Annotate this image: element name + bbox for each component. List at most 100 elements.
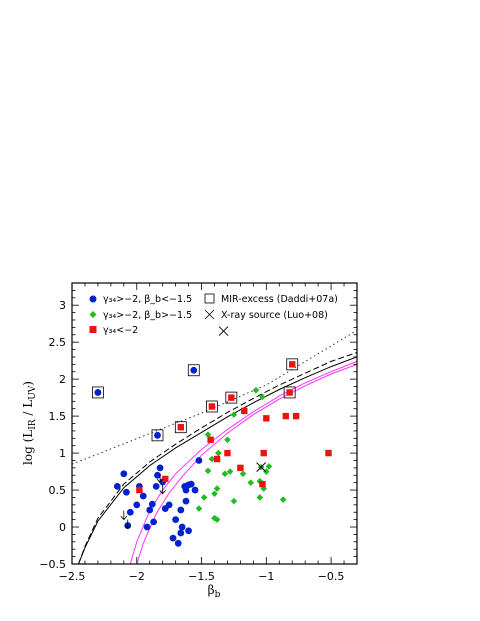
data-point-blue-circle bbox=[190, 366, 198, 374]
data-point-red-square bbox=[241, 407, 248, 415]
data-point-red-square bbox=[263, 415, 270, 422]
x-tick-label: −2 bbox=[129, 570, 145, 583]
data-point-red-square bbox=[325, 449, 332, 457]
data-point-red-square bbox=[162, 475, 169, 483]
legend-marker-red-square bbox=[89, 326, 97, 333]
data-point-red-square bbox=[207, 436, 214, 443]
legend: γ₃₄>−2, β_b<−1.5 γ₃₄>−2, β_b>−1.5 γ₃₄<−2… bbox=[89, 293, 338, 336]
y-tick-label: 2 bbox=[59, 373, 66, 386]
mir-excess-marker bbox=[92, 386, 104, 399]
mir-excess-marker bbox=[206, 400, 218, 413]
data-point-green-diamond bbox=[215, 449, 222, 457]
data-point-red-square bbox=[208, 403, 216, 410]
mir-excess-marker bbox=[286, 358, 299, 371]
data-point-red-square bbox=[177, 423, 185, 431]
xray-source-marker bbox=[256, 462, 266, 472]
mir-excess-marker bbox=[151, 429, 164, 442]
model-curve-solid bbox=[129, 360, 357, 564]
x-tick-label: −1 bbox=[258, 570, 274, 583]
data-point-green-diamond bbox=[221, 470, 229, 478]
upper-limit-arrow bbox=[120, 510, 128, 521]
legend-label: MIR-excess (Daddi+07a) bbox=[221, 294, 338, 305]
data-point-blue-circle bbox=[187, 480, 195, 488]
data-point-blue-circle bbox=[182, 497, 190, 505]
data-point-green-diamond bbox=[265, 463, 273, 470]
y-tick-label: 2.5 bbox=[49, 336, 67, 349]
data-point-blue-circle bbox=[143, 523, 151, 531]
data-point-blue-circle bbox=[133, 501, 141, 509]
x-tick-label: −2.5 bbox=[59, 570, 86, 583]
data-point-blue-circle bbox=[182, 486, 190, 494]
upper-limit-arrow bbox=[124, 519, 132, 530]
data-point-blue-circle bbox=[94, 389, 102, 396]
data-point-red-square bbox=[286, 389, 293, 396]
y-tick-label: −0.5 bbox=[39, 558, 66, 571]
x-tick-label: −0.5 bbox=[318, 570, 345, 583]
legend-label: X-ray source (Luo+08) bbox=[221, 310, 328, 321]
data-point-green-diamond bbox=[208, 455, 216, 463]
legend-marker-cross bbox=[204, 309, 215, 320]
upper-limit-arrow bbox=[156, 473, 164, 484]
legend-marker-blue-circle bbox=[89, 295, 97, 303]
model-curve-solid bbox=[136, 363, 357, 564]
data-point-blue-circle bbox=[195, 457, 203, 464]
x-axis-label: βb bbox=[208, 583, 221, 600]
data-point-blue-circle bbox=[154, 431, 161, 439]
y-tick-label: 1 bbox=[59, 447, 66, 460]
data-point-blue-circle bbox=[177, 529, 185, 537]
data-point-green-diamond bbox=[230, 497, 238, 505]
xray-source-marker bbox=[218, 326, 229, 336]
data-point-blue-circle bbox=[154, 471, 161, 479]
data-point-blue-circle bbox=[113, 482, 121, 490]
mir-excess-marker bbox=[283, 386, 296, 399]
mir-excess-marker bbox=[225, 391, 238, 404]
data-point-red-square bbox=[260, 449, 267, 457]
data-point-green-diamond bbox=[213, 516, 221, 523]
data-point-green-diamond bbox=[204, 467, 212, 475]
data-point-blue-circle bbox=[120, 470, 128, 478]
data-point-red-square bbox=[136, 486, 143, 494]
legend-label: γ₃₄<−2 bbox=[103, 325, 138, 336]
x-tick-label: −1.5 bbox=[188, 570, 215, 583]
model-curve-solid bbox=[78, 356, 357, 564]
data-point-green-diamond bbox=[259, 393, 266, 401]
data-point-green-diamond bbox=[226, 468, 234, 475]
data-point-blue-circle bbox=[146, 506, 154, 514]
data-point-green-diamond bbox=[204, 431, 212, 438]
legend-label: γ₃₄>−2, β_b<−1.5 bbox=[103, 294, 192, 305]
model-curves bbox=[72, 329, 357, 564]
data-point-red-square bbox=[237, 464, 244, 472]
data-point-green-diamond bbox=[279, 496, 287, 503]
y-tick-label: 1.5 bbox=[49, 410, 67, 423]
data-point-blue-circle bbox=[148, 500, 156, 508]
data-point-blue-circle bbox=[174, 539, 182, 547]
data-point-red-square bbox=[282, 412, 289, 420]
model-curve-dashed bbox=[78, 352, 357, 564]
data-point-red-square bbox=[228, 394, 235, 401]
data-point-blue-circle bbox=[123, 488, 130, 496]
data-point-blue-circle bbox=[156, 464, 164, 472]
data-point-red-square bbox=[224, 449, 231, 457]
data-point-green-diamond bbox=[263, 468, 270, 475]
upper-limit-arrow bbox=[159, 484, 166, 495]
data-point-blue-circle bbox=[165, 501, 173, 509]
data-point-blue-circle bbox=[172, 516, 180, 524]
y-tick-label: 3 bbox=[59, 299, 66, 312]
y-tick-label: 0 bbox=[59, 521, 66, 534]
y-axis-label: log (LIR / LUV) bbox=[21, 381, 38, 465]
data-point-blue-circle bbox=[191, 486, 199, 494]
data-point-green-diamond bbox=[200, 494, 208, 501]
data-point-blue-circle bbox=[177, 506, 185, 514]
y-tick-label: 0.5 bbox=[49, 484, 67, 497]
data-point-blue-circle bbox=[178, 523, 186, 531]
mir-excess-marker bbox=[187, 364, 200, 377]
data-point-green-diamond bbox=[230, 411, 238, 418]
data-point-green-diamond bbox=[211, 490, 218, 498]
data-point-green-diamond bbox=[213, 485, 221, 492]
data-point-green-diamond bbox=[239, 470, 247, 478]
legend-label: γ₃₄>−2, β_b>−1.5 bbox=[103, 310, 192, 321]
data-point-red-square bbox=[292, 412, 300, 420]
data-point-blue-circle bbox=[150, 518, 158, 526]
data-point-green-diamond bbox=[247, 479, 255, 486]
